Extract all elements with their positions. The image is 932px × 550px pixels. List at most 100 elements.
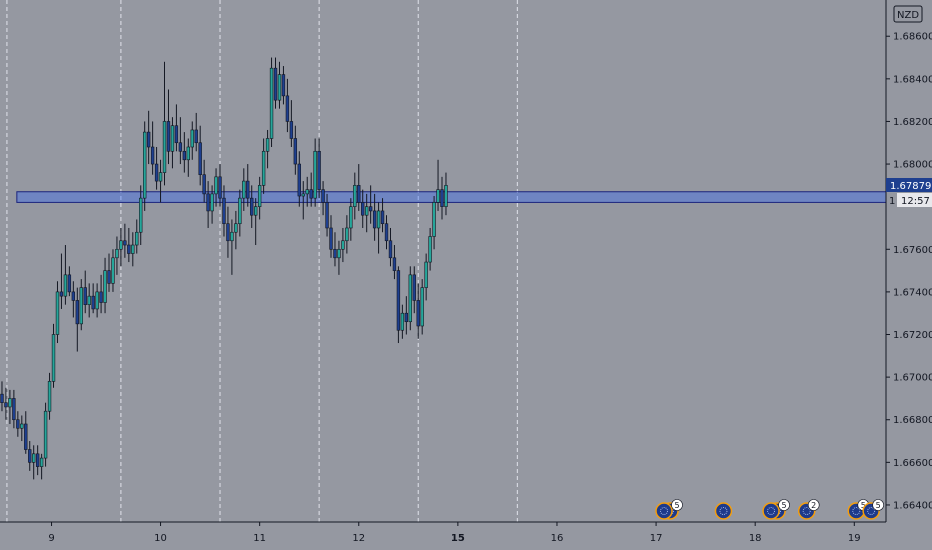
candle-body [261,150,266,186]
flag-icon [655,502,673,520]
candle-body [372,210,377,229]
price-tick-label: 1.68200 [893,117,932,128]
candle-body [139,197,143,233]
candle-body [400,312,405,331]
candle-body [329,227,333,250]
event-count-badge [872,499,884,511]
candle-body [226,223,230,242]
time-tick-label: 18 [749,533,762,544]
candle-body [182,150,187,161]
candle-body [345,227,349,242]
flag-icon [714,502,733,520]
price-tick-label: 1.68400 [893,74,932,85]
candle-body [127,244,131,254]
economic-event-icon[interactable]: 5 [862,499,884,520]
currency-badge[interactable]: NZD [893,5,923,23]
price-tick-label: 1.68000 [893,160,932,171]
candle-body [412,274,416,301]
event-markers[interactable]: 5 5 2 5 5 [655,499,884,520]
candle-body [238,197,242,225]
candle-body [123,240,127,246]
candle-body [246,180,250,199]
candle-body [206,193,210,212]
candle-body [158,172,163,182]
candle-body [432,202,436,237]
price-zone[interactable] [16,191,887,203]
candle-body [174,125,179,144]
time-tick-label: 15 [451,533,465,544]
candle-body [436,189,440,203]
candle-body [416,300,420,327]
candle-body [365,206,369,216]
candle-body [325,202,329,229]
time-tick-label: 12 [352,533,365,544]
candle-body [420,287,424,327]
event-count-badge [778,499,790,511]
event-count-label: 5 [876,501,881,510]
candle-body [0,393,4,403]
price-tick-label: 1.67400 [893,287,932,298]
price-tick-label: 1.66800 [893,415,932,426]
candle-body [91,295,95,310]
candle-body [32,453,36,463]
zone-rect[interactable] [16,191,887,203]
time-tick-label: 11 [253,533,266,544]
candle-body [166,121,171,152]
candle-body [309,189,313,199]
economic-event-icon[interactable]: 5 [762,499,790,520]
candle-body [444,185,448,207]
candle-body [8,398,12,408]
candle-body [194,129,198,144]
candle-body [47,381,52,412]
economic-event-icon[interactable] [714,502,733,520]
candle-body [143,131,147,199]
candle-body [214,176,218,195]
candle-body [234,223,238,233]
candle-body [87,295,91,305]
candle-body [297,163,301,197]
candle-body [198,142,202,176]
candle-body [404,312,409,323]
economic-event-icon[interactable]: 5 [655,499,683,520]
candle-body [380,210,385,225]
candle-body [333,248,337,259]
event-count-label: 5 [781,501,786,510]
candle-body [293,138,298,165]
session-separators [6,0,518,522]
candle-body [285,95,290,122]
candle-body [277,74,282,101]
last-price-tag: 1.67879 [886,178,932,192]
candle-body [440,189,444,207]
price-axis[interactable]: 1.68600 1.68400 1.68200 1.68000 1.67600 1.674… [886,32,932,512]
candle-body [321,189,325,203]
candle-body [313,150,317,199]
candle-body [396,270,401,331]
economic-event-icon[interactable]: 2 [797,499,820,520]
star-ring-icon [867,507,876,515]
event-count-label: 5 [674,501,679,510]
price-tick-label: 1.66400 [893,500,932,511]
candle-body [265,138,270,152]
price-tick-label: 1.68600 [893,32,932,43]
candle-body [305,189,309,195]
candle-body [222,197,226,225]
star-ring-icon [660,507,669,515]
candle-body [384,223,389,242]
candle-body [424,261,428,288]
candle-body [301,193,305,197]
candle-body [254,206,258,216]
time-axis[interactable]: 9 10 11 12 15 16 17 18 19 [48,522,861,544]
candle-body [281,74,286,97]
candle-body [186,146,190,161]
candle-body [20,423,24,429]
candle-body [111,257,115,284]
candle-body [341,240,345,250]
candle-body [83,287,87,305]
candle-body [55,291,60,335]
price-tick-label: 1.67600 [893,245,932,256]
candle-body [289,121,294,139]
time-tick-label: 19 [848,533,861,544]
time-tick-label: 9 [48,533,54,544]
candle-body [16,419,20,429]
